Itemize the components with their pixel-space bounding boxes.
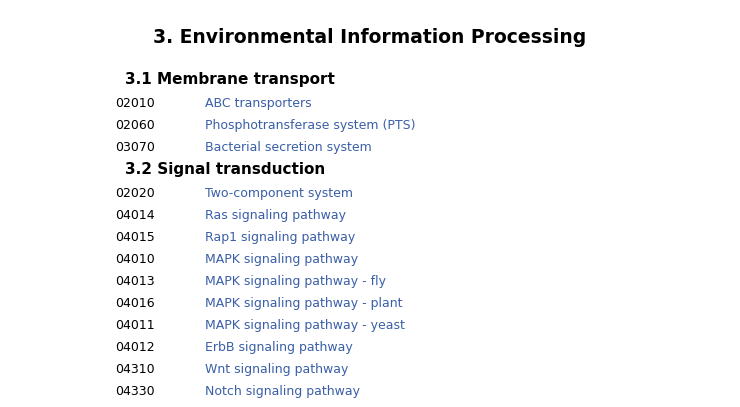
Text: MAPK signaling pathway - yeast: MAPK signaling pathway - yeast bbox=[205, 319, 405, 332]
Text: Two-component system: Two-component system bbox=[205, 187, 353, 200]
Text: Ras signaling pathway: Ras signaling pathway bbox=[205, 209, 346, 222]
Text: 3.2 Signal transduction: 3.2 Signal transduction bbox=[125, 162, 326, 177]
Text: 04010: 04010 bbox=[115, 253, 155, 266]
Text: MAPK signaling pathway: MAPK signaling pathway bbox=[205, 253, 358, 266]
Text: ErbB signaling pathway: ErbB signaling pathway bbox=[205, 341, 353, 354]
Text: Wnt signaling pathway: Wnt signaling pathway bbox=[205, 363, 349, 376]
Text: 02010: 02010 bbox=[115, 97, 155, 110]
Text: 04013: 04013 bbox=[115, 275, 155, 288]
Text: 04012: 04012 bbox=[115, 341, 155, 354]
Text: 3. Environmental Information Processing: 3. Environmental Information Processing bbox=[153, 28, 587, 47]
Text: ABC transporters: ABC transporters bbox=[205, 97, 312, 110]
Text: Phosphotransferase system (PTS): Phosphotransferase system (PTS) bbox=[205, 119, 415, 132]
Text: 04330: 04330 bbox=[115, 385, 155, 398]
Text: 04015: 04015 bbox=[115, 231, 155, 244]
Text: MAPK signaling pathway - plant: MAPK signaling pathway - plant bbox=[205, 297, 403, 310]
Text: 02020: 02020 bbox=[115, 187, 155, 200]
Text: 02060: 02060 bbox=[115, 119, 155, 132]
Text: 04011: 04011 bbox=[115, 319, 155, 332]
Text: Notch signaling pathway: Notch signaling pathway bbox=[205, 385, 360, 398]
Text: 04016: 04016 bbox=[115, 297, 155, 310]
Text: 04310: 04310 bbox=[115, 363, 155, 376]
Text: Rap1 signaling pathway: Rap1 signaling pathway bbox=[205, 231, 355, 244]
Text: 03070: 03070 bbox=[115, 141, 155, 154]
Text: 3.1 Membrane transport: 3.1 Membrane transport bbox=[125, 72, 335, 87]
Text: 04014: 04014 bbox=[115, 209, 155, 222]
Text: MAPK signaling pathway - fly: MAPK signaling pathway - fly bbox=[205, 275, 386, 288]
Text: Bacterial secretion system: Bacterial secretion system bbox=[205, 141, 371, 154]
